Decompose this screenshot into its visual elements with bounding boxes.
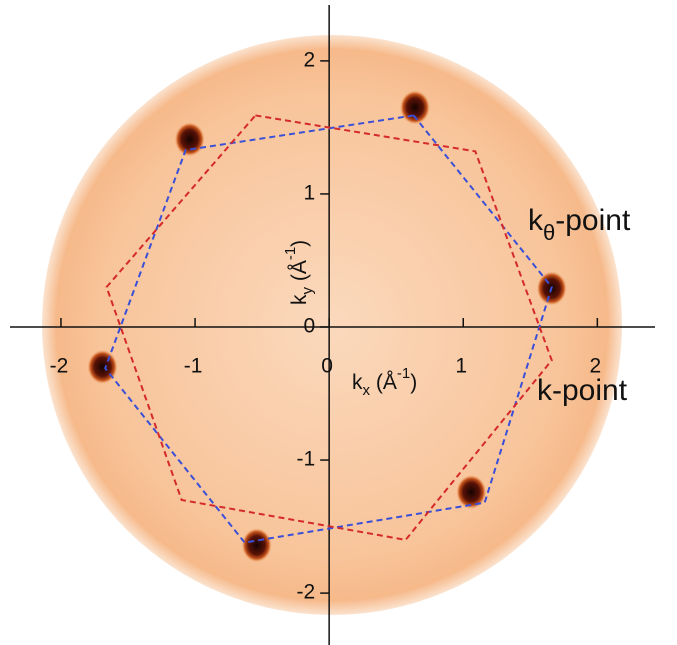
y-tick-label: 0 (303, 315, 315, 338)
y-tick-label: -2 (296, 581, 315, 604)
x-tick-label: -1 (184, 355, 203, 378)
label-part: (Å (288, 260, 311, 287)
diffraction-spot (456, 475, 486, 509)
y-tick-label: 1 (303, 181, 315, 204)
diffraction-spot (242, 528, 272, 562)
label-part: -1 (282, 247, 299, 260)
x-tick-label: 1 (455, 355, 467, 378)
x-tick-label: -2 (50, 355, 69, 378)
chart: -2-1012-2-1012kx (Å-1)ky (Å-1)kθ-pointk-… (0, 0, 677, 645)
label-part: -point (555, 204, 631, 237)
label-part: k (528, 204, 544, 237)
label-part: ) (288, 240, 311, 247)
label-part: (Å (370, 371, 397, 394)
label-part: k-point (537, 374, 628, 407)
label-part: θ (543, 220, 555, 245)
label-part: k (352, 371, 363, 394)
diffraction-spot (175, 122, 205, 156)
y-tick-label: 2 (303, 48, 315, 71)
diffraction-spot (88, 350, 118, 384)
label-part: ) (410, 371, 417, 394)
diffraction-spot (400, 90, 430, 124)
y-tick-label: -1 (296, 448, 315, 471)
label: k-point (537, 374, 628, 407)
label-part: -1 (397, 365, 410, 382)
x-tick-label: 0 (321, 355, 333, 378)
label-part: k (288, 294, 311, 305)
